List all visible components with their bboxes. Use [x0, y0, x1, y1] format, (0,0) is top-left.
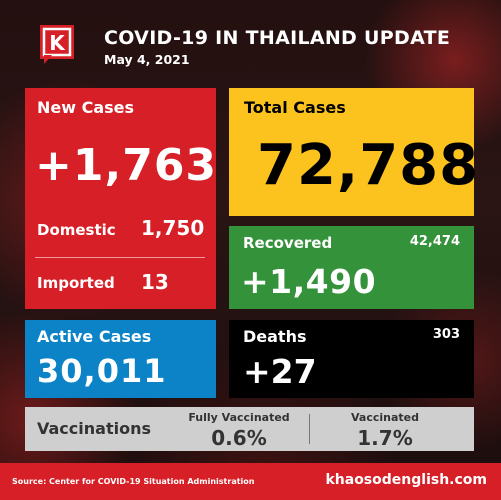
report-date: May 4, 2021 [104, 52, 190, 67]
total-cases-value: 72,788 [257, 133, 480, 198]
source-credit: Source: Center for COVID-19 Situation Ad… [12, 477, 255, 486]
site-link[interactable]: khaosodenglish.com [325, 472, 487, 488]
footer-bar: Source: Center for COVID-19 Situation Ad… [0, 463, 501, 500]
vaccination-divider [309, 414, 310, 444]
new-cases-label: New Cases [37, 98, 135, 117]
imported-label: Imported [37, 274, 115, 292]
recovered-card: Recovered 42,474 +1,490 [229, 226, 474, 309]
active-cases-card: Active Cases 30,011 [25, 320, 216, 398]
vaccinated-label: Vaccinated [351, 411, 419, 424]
fully-vaccinated-label: Fully Vaccinated [188, 411, 290, 424]
deaths-value: +27 [243, 352, 317, 391]
active-cases-label: Active Cases [37, 327, 152, 346]
new-cases-value: +1,763 [35, 140, 218, 191]
vaccinations-label: Vaccinations [37, 419, 151, 438]
domestic-value: 1,750 [141, 216, 205, 240]
deaths-card: Deaths 303 +27 [229, 320, 474, 398]
total-cases-label: Total Cases [244, 98, 346, 117]
new-cases-card: New Cases +1,763 Domestic 1,750 Imported… [25, 88, 216, 309]
page-title: COVID-19 IN THAILAND UPDATE [104, 27, 451, 49]
khaosod-logo: K [40, 25, 80, 65]
recovered-value: +1,490 [241, 262, 377, 301]
domestic-label: Domestic [37, 221, 116, 239]
divider [35, 257, 205, 258]
vaccinated-value: 1.7% [357, 426, 413, 450]
vaccinations-card: Vaccinations Fully Vaccinated 0.6% Vacci… [25, 407, 474, 451]
deaths-total: 303 [432, 327, 460, 342]
recovered-total: 42,474 [409, 234, 460, 249]
active-cases-value: 30,011 [37, 352, 167, 390]
total-cases-card: Total Cases 72,788 [229, 88, 478, 216]
fully-vaccinated-value: 0.6% [211, 426, 267, 450]
svg-text:K: K [49, 31, 66, 55]
deaths-label: Deaths [243, 327, 307, 346]
recovered-label: Recovered [243, 234, 333, 252]
imported-value: 13 [141, 270, 169, 294]
